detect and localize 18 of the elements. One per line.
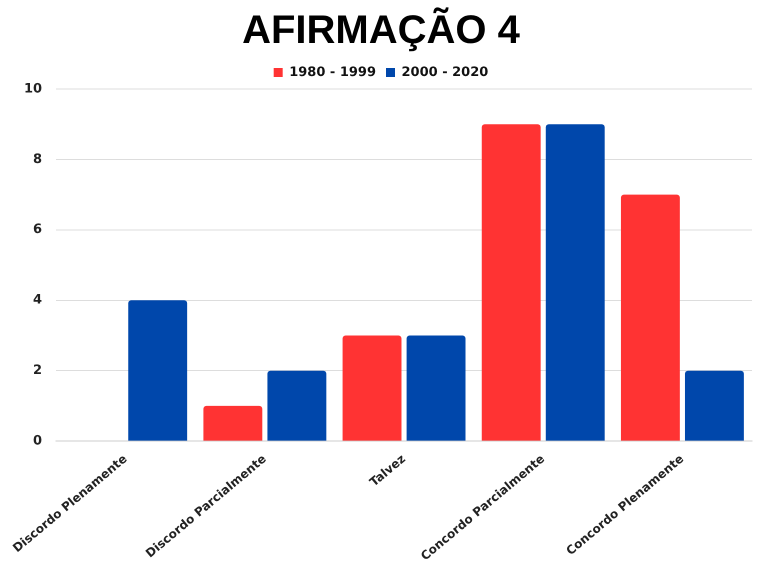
legend-label: 2000 - 2020 xyxy=(402,64,488,80)
y-tick-label: 2 xyxy=(33,363,42,378)
bar xyxy=(128,300,188,441)
bar xyxy=(342,335,402,441)
bar xyxy=(406,335,466,441)
y-tick-label: 6 xyxy=(33,222,42,238)
y-tick-label: 4 xyxy=(33,292,42,308)
chart-title: AFIRMAÇÃO 4 xyxy=(242,7,521,52)
y-tick-label: 0 xyxy=(33,434,42,449)
bar xyxy=(482,124,541,441)
legend-label: 1980 - 1999 xyxy=(289,64,376,80)
bar xyxy=(684,370,744,441)
y-tick-label: 10 xyxy=(24,81,42,96)
y-tick-label: 8 xyxy=(33,152,42,167)
bar xyxy=(546,124,605,441)
bar xyxy=(620,194,680,441)
bar xyxy=(267,370,326,441)
bar xyxy=(203,406,262,441)
